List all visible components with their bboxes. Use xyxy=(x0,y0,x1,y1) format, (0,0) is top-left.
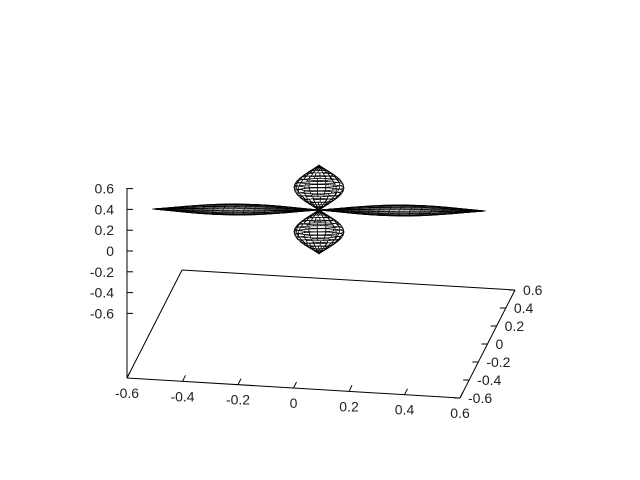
z-tick-label: 0.4 xyxy=(95,201,115,217)
x-tick xyxy=(404,388,408,395)
mesh-face xyxy=(243,214,256,216)
z-tick-label: -0.2 xyxy=(90,264,114,280)
x-tick-label: -0.4 xyxy=(170,388,194,404)
tick-labels: -0.6 -0.4 -0.2 0 0.2 0.4 0.6-0.6-0.4-0.200.20.… xyxy=(90,181,543,421)
z-tick-label: 0.6 xyxy=(95,181,115,197)
back-right-edge xyxy=(181,269,516,291)
lobe-top xyxy=(293,164,345,211)
mesh-face xyxy=(318,250,322,255)
mesh-face xyxy=(378,214,391,217)
mesh-face xyxy=(313,199,321,203)
mesh-face xyxy=(317,207,320,211)
y-tick-label: -0.6 xyxy=(468,390,492,406)
z-tick-label: 0 xyxy=(106,243,114,259)
mesh-face xyxy=(388,215,401,217)
z-tick-label: -0.4 xyxy=(90,285,114,301)
x-tick xyxy=(348,385,353,392)
tick-marks xyxy=(126,188,515,399)
x-tick xyxy=(293,381,297,389)
mesh-face xyxy=(212,213,225,216)
orbital-surface xyxy=(152,164,486,255)
lobe-bottom xyxy=(293,209,345,255)
lobe-left xyxy=(152,203,320,216)
x-tick xyxy=(237,378,242,385)
y-tick-label: -0.2 xyxy=(486,354,510,370)
y-tick-label: 0.4 xyxy=(514,300,534,316)
z-tick-label: 0.2 xyxy=(95,222,115,238)
y-tick-label: 0.6 xyxy=(523,282,543,298)
x-tick xyxy=(459,391,464,399)
lobe-right xyxy=(318,204,486,217)
x-tick-label: -0.2 xyxy=(226,392,250,408)
mesh-face xyxy=(222,214,235,216)
y-tick-label: 0.2 xyxy=(505,318,525,334)
x-tick-label: -0.6 xyxy=(115,385,139,401)
y-tick-label: 0 xyxy=(496,336,504,352)
z-tick-label: -0.6 xyxy=(90,305,114,321)
back-left-edge xyxy=(126,269,183,379)
x-tick-label: 0.2 xyxy=(339,398,359,414)
mesh-face xyxy=(313,243,321,247)
y-tick-label: -0.4 xyxy=(477,372,501,388)
x-tick xyxy=(182,375,186,382)
x-tick-label: 0.6 xyxy=(450,405,470,421)
mesh-face xyxy=(409,215,422,217)
x-tick xyxy=(126,371,131,379)
x-tick-label: 0 xyxy=(290,395,298,411)
x-tick-label: 0.4 xyxy=(395,402,415,418)
